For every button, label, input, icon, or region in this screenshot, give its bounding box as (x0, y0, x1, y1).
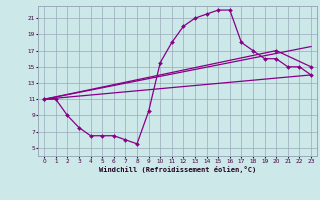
X-axis label: Windchill (Refroidissement éolien,°C): Windchill (Refroidissement éolien,°C) (99, 166, 256, 173)
